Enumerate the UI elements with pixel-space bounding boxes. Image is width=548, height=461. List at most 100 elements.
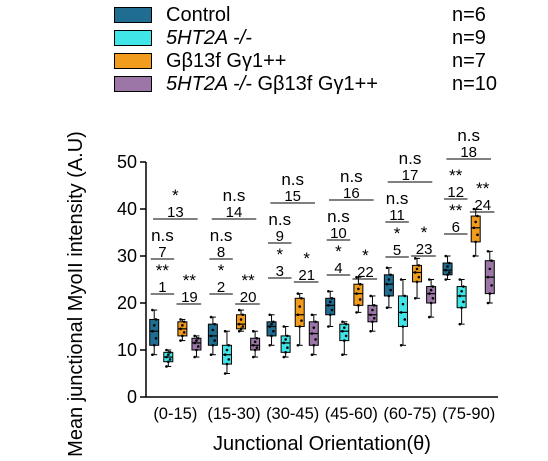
comparison-label: 18 <box>460 144 477 161</box>
comparison-label: 7 <box>158 244 166 261</box>
comparison-label: 15 <box>284 188 301 205</box>
data-point <box>310 332 314 335</box>
data-point <box>195 348 198 352</box>
data-point <box>181 334 184 338</box>
data-point <box>389 288 392 292</box>
data-point <box>237 329 241 333</box>
box-body <box>149 318 160 346</box>
data-point <box>282 325 286 328</box>
data-point <box>296 313 300 317</box>
data-point <box>310 353 314 357</box>
data-point <box>486 275 490 279</box>
data-point <box>282 341 286 345</box>
data-point <box>314 320 317 324</box>
x-tick-label: (45-60) <box>325 405 378 423</box>
data-point <box>417 275 421 279</box>
box-body <box>236 314 247 330</box>
data-point <box>490 284 493 287</box>
data-point <box>460 289 463 293</box>
significance-stars: n.s <box>210 226 233 245</box>
data-point <box>298 325 302 328</box>
box <box>353 275 364 314</box>
significance-stars: n.s <box>386 189 409 208</box>
data-point <box>476 233 479 237</box>
data-point <box>415 267 419 271</box>
box <box>221 329 232 375</box>
data-point <box>239 318 243 321</box>
significance-stars: * <box>276 245 283 264</box>
y-tick-label: 50 <box>117 152 137 172</box>
comparison-label: 17 <box>402 167 419 184</box>
data-point <box>369 329 372 333</box>
data-point <box>371 308 374 312</box>
legend-item: 5HT2A -/- Gβ13f Gγ1++ <box>114 72 378 96</box>
data-point <box>472 226 476 230</box>
data-point <box>241 325 245 328</box>
legend-label: 5HT2A -/- Gβ13f Gγ1++ <box>166 72 378 95</box>
data-point <box>358 298 362 301</box>
comparison-label: 9 <box>276 228 284 245</box>
data-point <box>357 287 360 291</box>
data-point <box>252 355 255 359</box>
data-point <box>341 353 344 357</box>
data-point <box>431 297 435 300</box>
box <box>308 313 319 357</box>
significance-stars: n.s <box>281 170 304 189</box>
significance-stars: ** <box>183 271 197 290</box>
data-point <box>268 325 272 328</box>
comparison-label: 16 <box>343 185 360 202</box>
legend-item: Gβ13f Gγ1++ <box>114 49 286 73</box>
data-point <box>446 265 449 268</box>
significance-stars: * <box>421 223 428 242</box>
data-point <box>223 372 227 375</box>
box <box>383 266 394 310</box>
y-axis-label: Mean junctional MyoII intensity (A.U) <box>65 131 87 457</box>
comparison-label: 5 <box>393 242 401 259</box>
data-point <box>372 304 376 307</box>
box-body <box>397 295 408 328</box>
data-point <box>166 353 170 357</box>
data-point <box>444 254 448 258</box>
box <box>412 257 423 300</box>
significance-stars: * <box>303 249 310 268</box>
significance-stars: n.s <box>223 186 246 205</box>
data-point <box>151 308 154 312</box>
data-point <box>399 311 403 314</box>
comparison-label: 2 <box>217 279 225 296</box>
legend-item: Control <box>114 3 230 27</box>
y-tick-label: 10 <box>117 340 137 360</box>
box <box>177 318 188 342</box>
comparison-label: 3 <box>276 263 284 280</box>
data-point <box>272 320 275 324</box>
data-point <box>168 351 172 354</box>
box <box>163 348 174 368</box>
comparison-label: 4 <box>334 260 342 277</box>
data-point <box>151 329 154 333</box>
box <box>294 292 305 347</box>
significance-stars: n.s <box>327 207 350 226</box>
data-point <box>369 294 372 298</box>
x-tick-label: (75-90) <box>442 405 495 423</box>
data-point <box>154 336 158 340</box>
legend-swatch <box>114 76 152 92</box>
data-point <box>179 339 182 342</box>
box <box>325 289 336 328</box>
data-point <box>300 319 303 322</box>
data-point <box>225 348 229 352</box>
data-point <box>428 315 431 319</box>
data-point <box>270 334 273 338</box>
data-point <box>253 340 257 344</box>
data-point <box>488 267 492 271</box>
comparison-label: 14 <box>226 204 243 221</box>
data-point <box>342 326 346 329</box>
significance-stars: ** <box>241 271 255 290</box>
y-tick-label: 40 <box>117 199 137 219</box>
data-point <box>223 329 227 333</box>
data-point <box>179 327 182 331</box>
legend-label: Gβ13f Gγ1++ <box>166 49 287 72</box>
data-point <box>209 315 213 319</box>
data-point <box>458 294 462 298</box>
box-body <box>470 215 481 243</box>
